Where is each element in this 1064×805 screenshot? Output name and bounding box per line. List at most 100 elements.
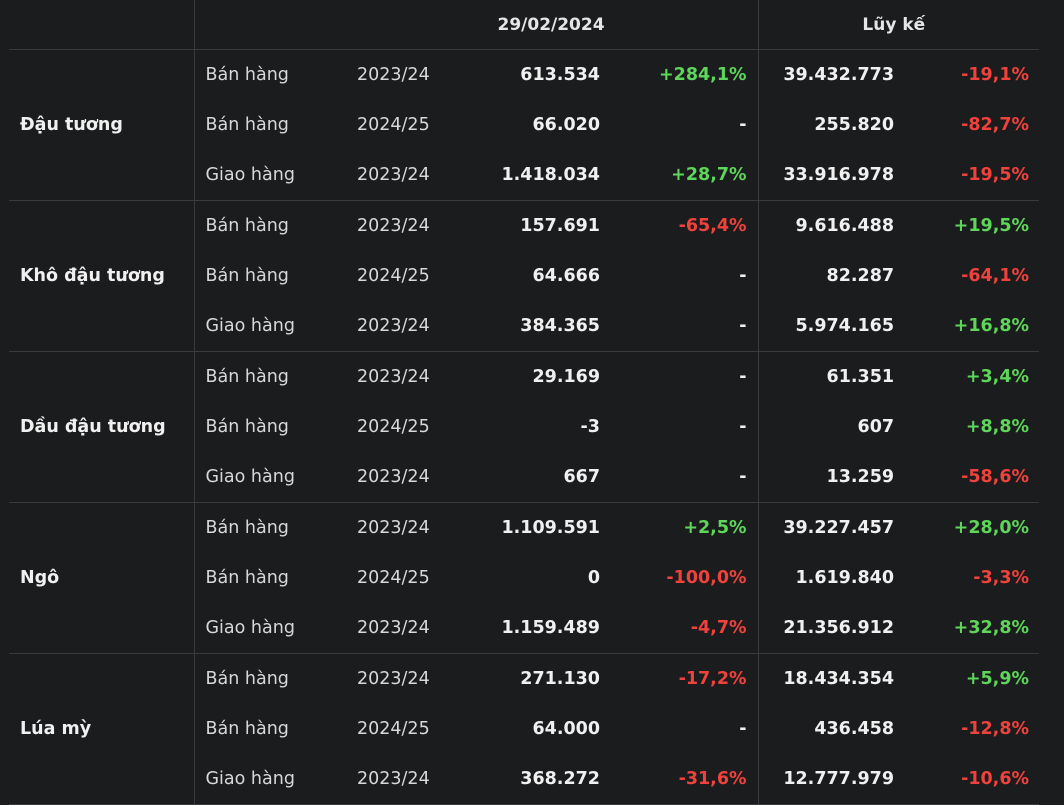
cumulative-change: -10,6%: [904, 754, 1040, 805]
table-row: Bán hàng 2024/25 0 -100,0% 1.619.840 -3,3%: [9, 553, 1039, 603]
header-row: 29/02/2024 Lũy kế: [9, 0, 1040, 50]
weekly-change: +2,5%: [683, 518, 747, 538]
weekly-change: -: [612, 301, 759, 352]
product-name: Đậu tương: [9, 49, 195, 201]
marketing-year: 2023/24: [357, 669, 430, 689]
marketing-year: 2024/25: [357, 266, 430, 286]
transaction-type: Bán hàng: [205, 518, 289, 538]
cumulative-value: 1.619.840: [757, 553, 905, 603]
weekly-change: -100,0%: [666, 568, 747, 588]
marketing-year: 2023/24: [346, 603, 486, 654]
table-body: Đậu tương Bán hàng 2023/24 613.534 +284,1% 39…: [9, 49, 1040, 805]
cumulative-value: 13.259: [757, 452, 905, 503]
table-row: Giao hàng 2023/24 384.365-5.974.165 +16,8%: [9, 301, 1040, 352]
cumulative-value: 255.820: [757, 100, 905, 150]
weekly-value: 384.365: [486, 301, 612, 352]
table-row: Giao hàng 2023/24 1.159.489 -4,7% 21.356.912…: [9, 603, 1040, 654]
table-row: Ngô Bán hàng 2023/24 1.109.591 +2,5% 39.227.4…: [9, 502, 1039, 654]
cumulative-value: 436.458: [757, 704, 905, 754]
cumulative-change: -3,3%: [973, 568, 1030, 588]
table-row: Dầu đậu tương Bán hàng 2023/24 29.169-61.35…: [9, 351, 1039, 503]
weekly-change: -: [739, 115, 747, 135]
transaction-type: Bán hàng: [205, 115, 289, 135]
cumulative-change: +8,8%: [965, 417, 1030, 437]
product-name: Dầu đậu tương: [9, 351, 195, 503]
marketing-year: 2024/25: [357, 568, 430, 588]
weekly-value: 66.020: [532, 115, 600, 135]
weekly-value: 1.109.591: [501, 518, 600, 538]
cumulative-value: 21.356.912: [757, 603, 905, 654]
header-blank-cell: [9, 0, 195, 50]
weekly-value: 0: [587, 568, 600, 588]
cumulative-change: -64,1%: [961, 266, 1030, 286]
weekly-value: -3: [580, 417, 600, 437]
marketing-year: 2024/25: [357, 719, 430, 739]
marketing-year: 2023/24: [357, 367, 430, 387]
transaction-type: Bán hàng: [205, 719, 289, 739]
cumulative-value: 12.777.979: [757, 754, 905, 805]
product-name: Khô đậu tương: [9, 200, 195, 352]
cumulative-change: +19,5%: [953, 216, 1030, 236]
table-row: Khô đậu tương Bán hàng 2023/24 157.691 -65,4…: [9, 200, 1039, 352]
weekly-value: 1.159.489: [486, 603, 612, 654]
cumulative-value: 607: [757, 402, 905, 452]
weekly-change: -4,7%: [612, 603, 759, 654]
cumulative-change: -19,1%: [961, 65, 1030, 85]
weekly-change: +28,7%: [612, 150, 759, 201]
weekly-value: 271.130: [520, 669, 600, 689]
transaction-type: Bán hàng: [205, 568, 289, 588]
cumulative-value: 82.287: [757, 251, 905, 301]
table-row: Bán hàng 2024/25 -3 -607 +8,8%: [9, 402, 1039, 452]
cumulative-change: -82,7%: [961, 115, 1030, 135]
header-date: 29/02/2024: [194, 0, 759, 50]
cumulative-value: 9.616.488: [757, 200, 905, 251]
cumulative-change: +16,8%: [904, 301, 1040, 352]
product-name: Ngô: [9, 502, 195, 654]
transaction-type: Bán hàng: [205, 417, 289, 437]
export-sales-table: 29/02/2024 Lũy kế Đậu tương Bán hàng 2023/…: [9, 0, 1040, 805]
cumulative-change: +28,0%: [953, 518, 1030, 538]
transaction-type: Giao hàng: [194, 150, 346, 201]
weekly-value: 1.418.034: [486, 150, 612, 201]
weekly-value: 29.169: [532, 367, 600, 387]
cumulative-change: +32,8%: [904, 603, 1040, 654]
marketing-year: 2023/24: [357, 65, 430, 85]
weekly-value: 368.272: [486, 754, 612, 805]
header-cumulative: Lũy kế: [757, 0, 1040, 50]
weekly-value: 64.666: [532, 266, 600, 286]
cumulative-change: -12,8%: [961, 719, 1030, 739]
weekly-change: -31,6%: [612, 754, 759, 805]
weekly-change: -: [612, 452, 759, 503]
transaction-type: Bán hàng: [205, 266, 289, 286]
weekly-value: 667: [486, 452, 612, 503]
transaction-type: Giao hàng: [194, 301, 346, 352]
table-row: Giao hàng 2023/24 1.418.034 +28,7% 33.916.97…: [9, 150, 1040, 201]
weekly-change: -: [739, 719, 747, 739]
cumulative-value: 39.432.773: [757, 49, 905, 100]
export-sales-table-container: 29/02/2024 Lũy kế Đậu tương Bán hàng 2023/…: [9, 0, 1040, 805]
cumulative-change: +5,9%: [965, 669, 1030, 689]
transaction-type: Bán hàng: [205, 216, 289, 236]
weekly-change: -65,4%: [678, 216, 747, 236]
transaction-type: Bán hàng: [205, 367, 289, 387]
weekly-change: -: [739, 266, 747, 286]
table-header: 29/02/2024 Lũy kế: [9, 0, 1040, 50]
cumulative-value: 39.227.457: [757, 502, 905, 553]
weekly-change: -: [739, 417, 747, 437]
cumulative-change: -19,5%: [904, 150, 1040, 201]
table-row: Bán hàng 2024/25 66.020 -255.820 -82,7%: [9, 100, 1039, 150]
table-row: Bán hàng 2024/25 64.000 -436.458 -12,8%: [9, 704, 1039, 754]
marketing-year: 2023/24: [357, 216, 430, 236]
marketing-year: 2023/24: [346, 452, 486, 503]
product-name: Lúa mỳ: [9, 653, 195, 805]
marketing-year: 2023/24: [346, 754, 486, 805]
cumulative-value: 61.351: [757, 351, 905, 402]
marketing-year: 2024/25: [357, 417, 430, 437]
table-row: Đậu tương Bán hàng 2023/24 613.534 +284,1% 39…: [9, 49, 1039, 201]
marketing-year: 2024/25: [357, 115, 430, 135]
transaction-type: Giao hàng: [194, 452, 346, 503]
table-row: Lúa mỳ Bán hàng 2023/24 271.130 -17,2% 18.434…: [9, 653, 1039, 805]
marketing-year: 2023/24: [346, 301, 486, 352]
marketing-year: 2023/24: [357, 518, 430, 538]
transaction-type: Giao hàng: [194, 754, 346, 805]
